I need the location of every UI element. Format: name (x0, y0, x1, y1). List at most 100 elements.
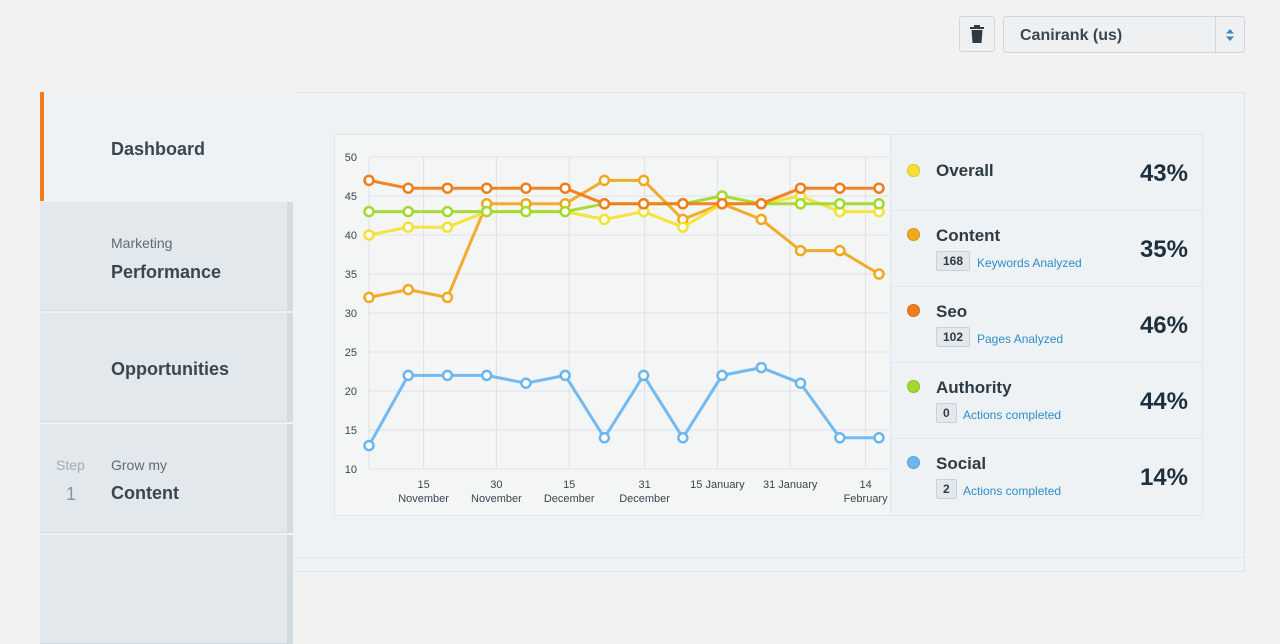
seo-data-point (794, 182, 807, 194)
social-data-point (520, 377, 532, 389)
x-tick-label: 31 (638, 479, 650, 491)
y-tick-label: 25 (345, 347, 357, 359)
overall-data-point (363, 229, 375, 241)
project-select-value: Canirank (us) (1020, 27, 1123, 44)
step-label: Step (56, 457, 85, 473)
content-dot (907, 228, 920, 241)
sidebar: Dashboard Marketing Performance Opportun… (40, 92, 293, 644)
sidebar-item-sublabel: Grow my (111, 457, 167, 473)
social-data-point (441, 369, 454, 382)
y-tick-label: 15 (345, 425, 357, 437)
x-tick-label: 14 (859, 479, 871, 491)
metric-percent: 44% (1139, 388, 1188, 415)
pages-analyzed-link[interactable]: Pages Analyzed (977, 332, 1064, 346)
y-tick-label: 35 (345, 269, 357, 281)
y-tick-label: 20 (345, 386, 357, 398)
actions-completed-link[interactable]: Actions completed (963, 408, 1062, 422)
actions-completed-link[interactable]: Actions completed (963, 484, 1062, 498)
metrics-legend: Overall 43% Content 168 Keywords Analyze… (890, 134, 1203, 516)
sidebar-item-opportunities[interactable]: Opportunities (40, 313, 293, 422)
content-data-point (834, 244, 846, 257)
authority-data-point (559, 205, 571, 218)
project-select[interactable]: Canirank (us) (1003, 16, 1245, 53)
content-data-point (441, 291, 454, 304)
seo-data-point (755, 198, 768, 210)
x-tick-label: November (471, 493, 522, 505)
legend-row-overall[interactable]: Overall 43% (891, 135, 1202, 211)
seo-data-point (598, 198, 611, 210)
overall-series-line (368, 194, 879, 237)
keywords-analyzed-link[interactable]: Keywords Analyzed (977, 256, 1082, 270)
overall-data-point (441, 221, 454, 233)
y-tick-label: 30 (345, 308, 357, 320)
legend-row-authority[interactable]: Authority 0 Actions completed 44% (891, 363, 1202, 439)
authority-data-point (520, 205, 532, 218)
x-tick-label: November (398, 493, 449, 505)
legend-row-content[interactable]: Content 168 Keywords Analyzed 35% (891, 211, 1202, 287)
social-data-point (794, 377, 807, 389)
x-tick-label: December (544, 493, 595, 505)
social-data-point (402, 369, 414, 382)
content-data-point (755, 213, 768, 226)
metric-name: Authority (936, 378, 1012, 397)
sidebar-item-content[interactable]: Step 1 Grow my Content (40, 424, 293, 533)
social-data-point (677, 432, 689, 444)
x-tick-label: December (619, 493, 670, 505)
social-data-point (559, 369, 571, 382)
sidebar-item-performance[interactable]: Marketing Performance (40, 202, 293, 311)
overall-data-point (677, 221, 689, 233)
metric-percent: 43% (1139, 160, 1188, 187)
content-data-point (873, 268, 885, 280)
seo-dot (907, 304, 920, 317)
y-tick-label: 50 (345, 152, 357, 164)
x-tick-label: 15 January (690, 479, 745, 491)
seo-data-point (441, 182, 454, 194)
social-data-point (598, 432, 611, 444)
authority-data-point (480, 205, 493, 218)
content-series-line (368, 178, 880, 299)
legend-row-social[interactable]: Social 2 Actions completed 14% (891, 439, 1202, 515)
social-data-point (873, 432, 885, 444)
delete-button[interactable] (959, 16, 995, 52)
social-data-point (755, 361, 768, 374)
x-tick-label: 30 (490, 479, 502, 491)
seo-data-point (873, 182, 885, 194)
content-data-point (598, 174, 611, 187)
sidebar-item-sublabel: Marketing (111, 235, 173, 251)
social-dot (907, 456, 920, 469)
authority-data-point (834, 198, 846, 210)
metric-name: Overall (936, 161, 994, 180)
score-chart: 10 15 20 25 30 35 40 45 50 15 November 30 November 15… (334, 134, 891, 516)
content-data-point (637, 174, 650, 187)
pages-count-badge: 102 (936, 327, 971, 347)
y-tick-label: 45 (345, 191, 357, 203)
overall-dot (907, 164, 920, 177)
y-tick-label: 40 (345, 230, 357, 242)
sidebar-item-next[interactable] (40, 535, 293, 644)
seo-data-point (402, 182, 414, 194)
x-tick-label: 31 January (763, 479, 818, 491)
up-down-arrows-icon (1215, 17, 1244, 52)
authority-data-point (402, 205, 414, 218)
sidebar-item-label: Performance (111, 262, 222, 282)
seo-data-point (834, 182, 846, 194)
actions-count-badge: 2 (936, 479, 957, 499)
authority-data-point (441, 205, 454, 218)
social-data-point (363, 439, 375, 452)
sidebar-item-dashboard[interactable]: Dashboard (40, 92, 293, 201)
overall-data-point (402, 221, 414, 233)
seo-data-point (677, 198, 689, 210)
overall-data-point (598, 213, 611, 226)
metric-name: Content (936, 226, 1001, 245)
keywords-count-badge: 168 (936, 251, 971, 271)
seo-data-point (480, 182, 493, 194)
x-tick-label: February (844, 493, 889, 505)
legend-row-seo[interactable]: Seo 102 Pages Analyzed 46% (891, 287, 1202, 363)
metric-percent: 46% (1139, 312, 1188, 339)
authority-data-point (363, 205, 375, 218)
line-chart: 10 15 20 25 30 35 40 45 50 15 November 30 November 15… (345, 152, 889, 505)
social-data-point (716, 369, 728, 382)
seo-data-point (520, 182, 532, 194)
actions-count-badge: 0 (936, 403, 957, 423)
social-series-line (367, 366, 879, 447)
